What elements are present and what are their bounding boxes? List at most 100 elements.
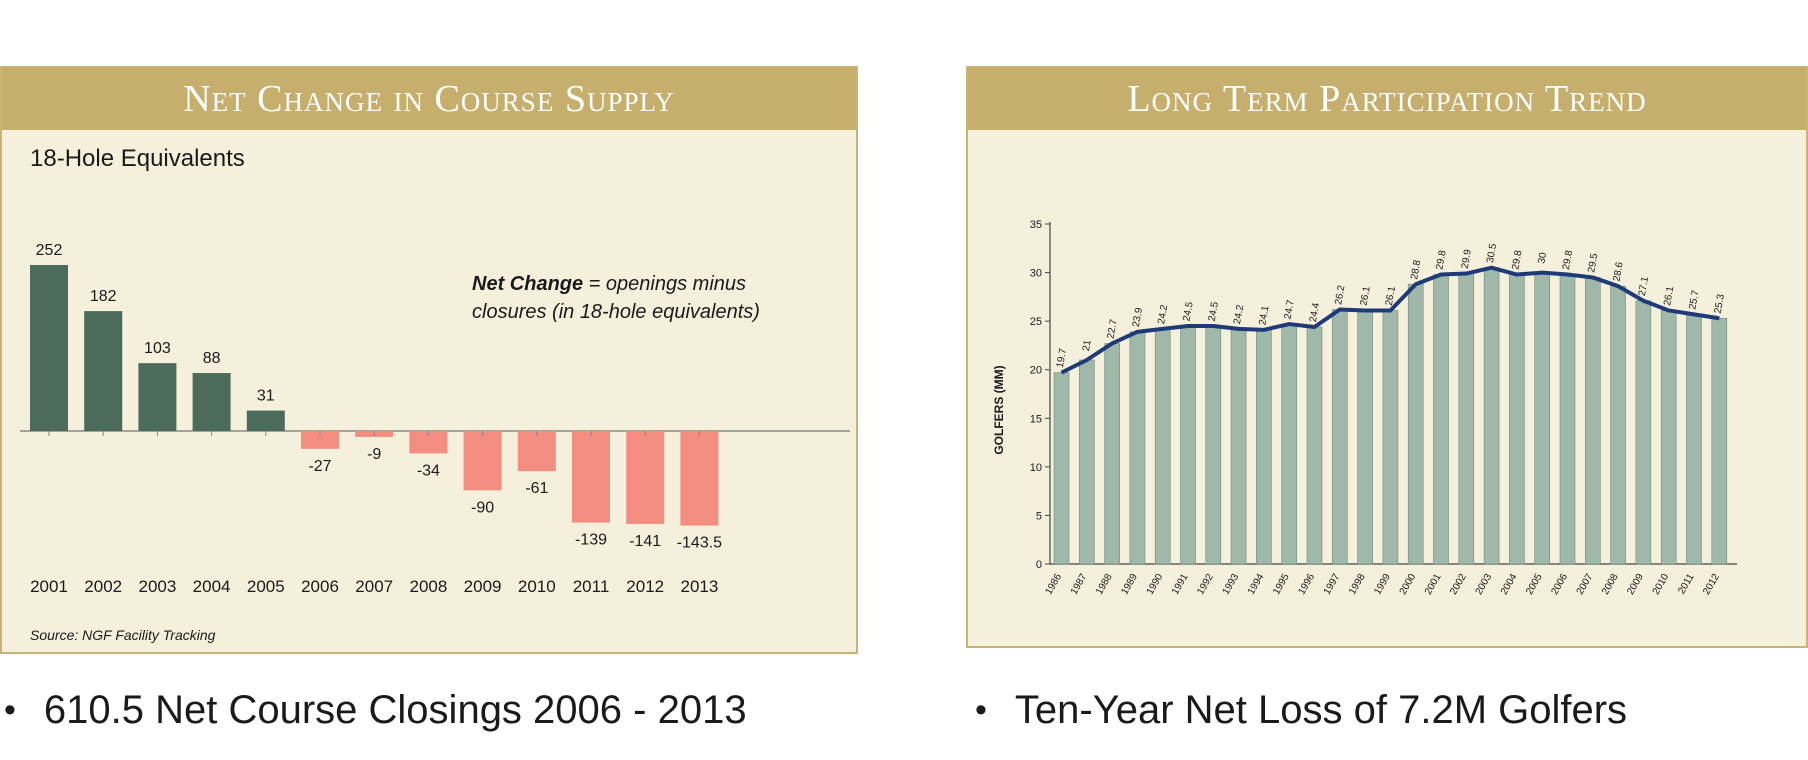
year-label: 2007 xyxy=(355,577,393,596)
value-label: -143.5 xyxy=(677,535,722,552)
bar-1992 xyxy=(1205,325,1222,565)
bar-1995 xyxy=(1281,323,1298,565)
bar-2002 xyxy=(84,311,123,431)
value-label: 26.1 xyxy=(1359,285,1373,307)
y-tick-label: 5 xyxy=(1036,510,1042,522)
value-label: 88 xyxy=(203,350,221,367)
bar-1989 xyxy=(1129,331,1146,565)
year-label: 2012 xyxy=(1701,572,1722,597)
bar-2008 xyxy=(1610,285,1626,565)
bar-2005 xyxy=(246,410,285,431)
participation-title: Long Term Participation Trend xyxy=(968,68,1806,130)
y-tick-label: 10 xyxy=(1030,462,1042,474)
year-label: 2002 xyxy=(1448,572,1469,597)
bar-2004 xyxy=(192,373,231,431)
year-label: 2006 xyxy=(1549,572,1570,597)
year-label: 1993 xyxy=(1221,572,1242,597)
bar-1986 xyxy=(1053,372,1070,565)
bar-1988 xyxy=(1104,343,1120,565)
participation-chart: GOLFERS (MM) 0 5 10 15 20 25 30 35 19.7 1986 21 198… xyxy=(992,219,1738,597)
year-label: 2001 xyxy=(30,577,68,596)
value-label: 19.7 xyxy=(1055,347,1069,369)
net-change-title: Net Change in Course Supply xyxy=(2,68,856,130)
year-label: 2005 xyxy=(1524,572,1545,597)
value-label: 24.1 xyxy=(1257,304,1271,326)
value-label: 30.5 xyxy=(1485,242,1499,264)
note-bold: Net Change xyxy=(472,273,583,295)
year-label: 2004 xyxy=(193,577,231,596)
bar-2005 xyxy=(1534,272,1551,565)
value-label: 29.9 xyxy=(1460,248,1474,270)
year-label: 2011 xyxy=(1676,572,1696,597)
y-tick-label: 30 xyxy=(1030,268,1042,280)
value-label: 24.4 xyxy=(1308,302,1322,324)
year-label: 2007 xyxy=(1575,572,1596,597)
bar-1993 xyxy=(1230,328,1247,565)
bar-2003 xyxy=(1483,267,1500,565)
bar-2002 xyxy=(1458,273,1475,565)
bullet-net-closings: • 610.5 Net Course Closings 2006 - 2013 xyxy=(4,688,747,733)
year-label: 1996 xyxy=(1296,572,1317,597)
year-label: 1997 xyxy=(1322,572,1343,597)
year-label: 2001 xyxy=(1423,572,1444,597)
bar-1997 xyxy=(1331,309,1348,565)
year-label: 2000 xyxy=(1398,572,1419,597)
value-label: 25.7 xyxy=(1687,289,1701,311)
y-tick-label: 25 xyxy=(1030,316,1042,328)
right-y-label: GOLFERS (MM) xyxy=(992,365,1006,454)
year-label: 2010 xyxy=(518,577,556,596)
bar-2000 xyxy=(1407,283,1424,565)
bar-1994 xyxy=(1256,329,1272,565)
y-tick-label: 20 xyxy=(1030,365,1042,377)
trend-line xyxy=(1060,265,1720,375)
value-label: -27 xyxy=(308,458,331,475)
value-label: 26.2 xyxy=(1333,284,1347,306)
bar-1990 xyxy=(1154,328,1171,565)
bar-2009 xyxy=(1635,300,1652,565)
value-label: 30 xyxy=(1536,251,1549,264)
net-change-note-line2: closures (in 18-hole equivalents) xyxy=(472,301,760,323)
year-label: 1998 xyxy=(1347,572,1368,597)
year-label: 1987 xyxy=(1069,572,1090,597)
year-label: 1992 xyxy=(1195,572,1216,597)
value-label: 25.3 xyxy=(1713,293,1727,315)
year-label: 2003 xyxy=(138,577,176,596)
y-tick-label: 35 xyxy=(1030,219,1042,231)
year-label: 1999 xyxy=(1372,572,1393,597)
value-label: 26.1 xyxy=(1662,285,1676,307)
year-label: 1990 xyxy=(1145,572,1166,597)
year-label: 2008 xyxy=(1600,572,1621,597)
year-label: 2002 xyxy=(84,577,122,596)
year-label: 2010 xyxy=(1651,572,1672,597)
value-label: 28.8 xyxy=(1409,259,1423,281)
value-label: 26.1 xyxy=(1384,285,1398,307)
value-label: 182 xyxy=(90,288,117,305)
value-label: 29.5 xyxy=(1586,252,1600,274)
bar-2001 xyxy=(30,265,68,431)
year-label: 1994 xyxy=(1246,572,1267,597)
bullet-right-text: Ten-Year Net Loss of 7.2M Golfers xyxy=(1014,688,1628,732)
value-label: -90 xyxy=(471,499,494,516)
participation-panel: Long Term Participation Trend GOLFERS (M… xyxy=(966,66,1808,648)
bar-2006 xyxy=(1559,274,1576,565)
bar-2001 xyxy=(1433,274,1449,565)
net-change-chart: 18-Hole Equivalents Net Change = opening… xyxy=(20,145,850,643)
value-label: 28.6 xyxy=(1612,261,1626,283)
year-label: 2008 xyxy=(409,577,447,596)
year-label: 1989 xyxy=(1119,572,1140,597)
bar-2009 xyxy=(463,431,502,491)
value-label: 252 xyxy=(36,242,63,259)
net-change-panel: Net Change in Course Supply 18-Hole Equi… xyxy=(0,66,858,654)
left-y-label: 18-Hole Equivalents xyxy=(30,145,245,172)
y-tick-label: 15 xyxy=(1030,413,1042,425)
bar-2008 xyxy=(409,431,448,454)
value-label: 24.5 xyxy=(1207,301,1221,323)
bar-2003 xyxy=(138,363,177,431)
value-label: -139 xyxy=(575,532,607,549)
bullet-left-text: 610.5 Net Course Closings 2006 - 2013 xyxy=(43,688,747,732)
value-label: 103 xyxy=(144,340,171,357)
source-text: Source: NGF Facility Tracking xyxy=(30,627,216,643)
bar-1996 xyxy=(1306,326,1323,565)
value-label: 27.1 xyxy=(1637,275,1651,297)
year-label: 2011 xyxy=(573,577,610,596)
